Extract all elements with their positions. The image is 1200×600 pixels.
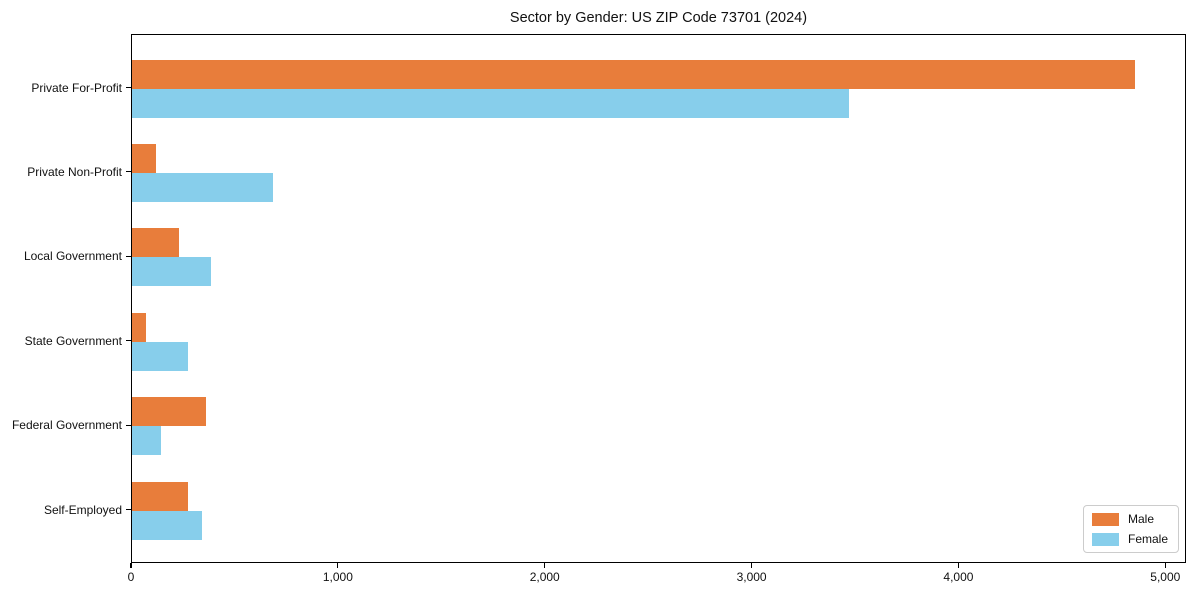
x-tick-label: 2,000 <box>529 570 560 584</box>
legend-label-male: Male <box>1127 512 1154 526</box>
x-tick-label: 5,000 <box>1150 570 1181 584</box>
y-tick-label: Local Government <box>23 249 122 264</box>
y-tick-mark <box>126 508 131 511</box>
bar-male <box>132 59 1136 89</box>
x-tick-mark <box>130 563 132 568</box>
bar-female <box>132 88 849 118</box>
bar-female <box>132 341 188 371</box>
y-tick-mark <box>126 340 131 342</box>
legend-entry-female: Female <box>1091 532 1168 546</box>
legend-entry-male: Male <box>1091 512 1168 526</box>
bar-female <box>132 510 203 540</box>
y-tick-label: Federal Government <box>11 418 122 433</box>
x-tick-mark <box>957 563 960 568</box>
female-swatch <box>1091 532 1119 546</box>
y-tick-mark <box>126 255 131 257</box>
legend: Male Female <box>1082 505 1179 553</box>
y-tick-label: Private Non-Profit <box>27 164 122 179</box>
y-tick-label: Private For-Profit <box>31 80 122 95</box>
x-tick-mark <box>1164 563 1166 568</box>
bar-female <box>132 172 273 202</box>
x-tick-mark <box>544 563 546 568</box>
plot-area: Male Female <box>131 34 1186 563</box>
x-tick-mark <box>750 563 753 568</box>
y-tick-mark <box>126 171 131 173</box>
y-tick-label: State Government <box>24 333 122 348</box>
bar-female <box>132 426 161 456</box>
bar-male <box>132 397 207 427</box>
y-tick-label: Self-Employed <box>43 502 122 517</box>
x-tick-label: 3,000 <box>736 570 767 584</box>
legend-label-female: Female <box>1127 532 1168 546</box>
bar-female <box>132 257 211 287</box>
x-tick-label: 4,000 <box>943 570 974 584</box>
y-tick-mark <box>126 424 131 426</box>
bar-male <box>132 228 179 258</box>
y-tick-mark <box>126 86 131 89</box>
bar-male <box>132 312 147 342</box>
bar-male <box>132 143 156 173</box>
x-tick-label: 0 <box>127 570 135 584</box>
x-tick-label: 1,000 <box>322 570 353 584</box>
bar-male <box>132 481 188 511</box>
x-tick-mark <box>337 563 339 568</box>
chart-title: Sector by Gender: US ZIP Code 73701 (202… <box>509 10 808 26</box>
male-swatch <box>1091 512 1119 526</box>
